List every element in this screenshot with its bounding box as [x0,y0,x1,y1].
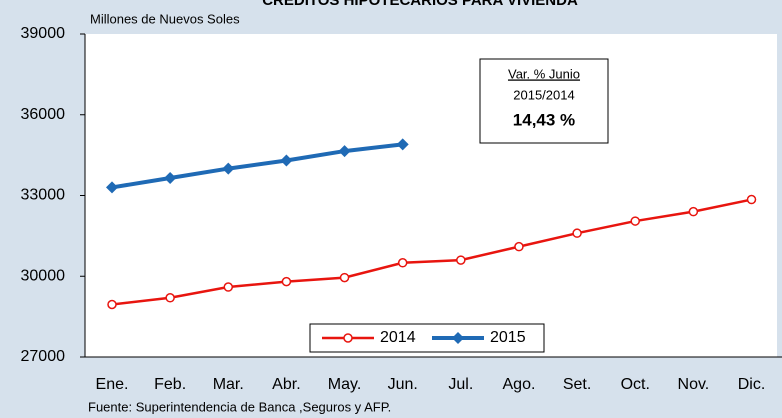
x-tick-label: Ene. [96,376,129,393]
data-point [397,258,408,268]
data-point [630,216,640,226]
data-point [223,282,234,292]
series-line [111,198,752,306]
y-tick-label: 36000 [21,106,66,123]
annotation-line: 2015/2014 [513,87,574,102]
x-tick-label: Dic. [738,376,766,393]
subtitle: Millones de Nuevos Soles [90,11,240,26]
x-tick-label: May. [328,376,361,393]
x-tick-label: Oct. [621,376,650,393]
legend-label: 2015 [490,329,526,346]
x-tick-label: Abr. [272,376,300,393]
legend-label: 2014 [380,329,416,346]
data-point [572,228,582,238]
data-point [514,241,524,252]
y-tick-label: 30000 [21,267,66,284]
annotation-value: 14,43 % [513,110,575,129]
chart-title: CRÉDITOS HIPOTECARIOS PARA VIVIENDA [262,0,578,9]
x-tick-label: Feb. [154,376,186,393]
data-point [107,299,117,310]
data-point [688,206,699,217]
y-tick-label: 39000 [21,25,66,42]
y-tick-label: 33000 [21,187,66,204]
data-point [746,194,757,205]
plot-area [85,34,777,357]
x-tick-label: Jul. [448,376,473,393]
annotation-box [479,58,609,144]
data-point [280,154,293,167]
data-point [164,172,177,185]
annotation-line: Var. % Junio [508,66,580,81]
data-point [281,276,292,287]
x-tick-label: Nov. [678,376,710,393]
data-point [339,272,350,283]
data-point [338,145,351,158]
data-point [396,138,409,151]
x-tick-label: Mar. [213,376,244,393]
x-tick-label: Ago. [503,376,536,393]
data-point [165,293,175,303]
legend-marker [452,332,464,344]
x-tick-label: Jun. [388,376,418,393]
data-point [456,255,466,265]
legend-marker [343,333,353,343]
x-tick-label: Set. [563,376,591,393]
series-line [111,142,403,190]
data-point [222,162,235,175]
y-tick-label: 27000 [21,348,66,365]
data-point [106,181,118,194]
source: Fuente: Superintendencia de Banca ,Segur… [88,399,391,414]
